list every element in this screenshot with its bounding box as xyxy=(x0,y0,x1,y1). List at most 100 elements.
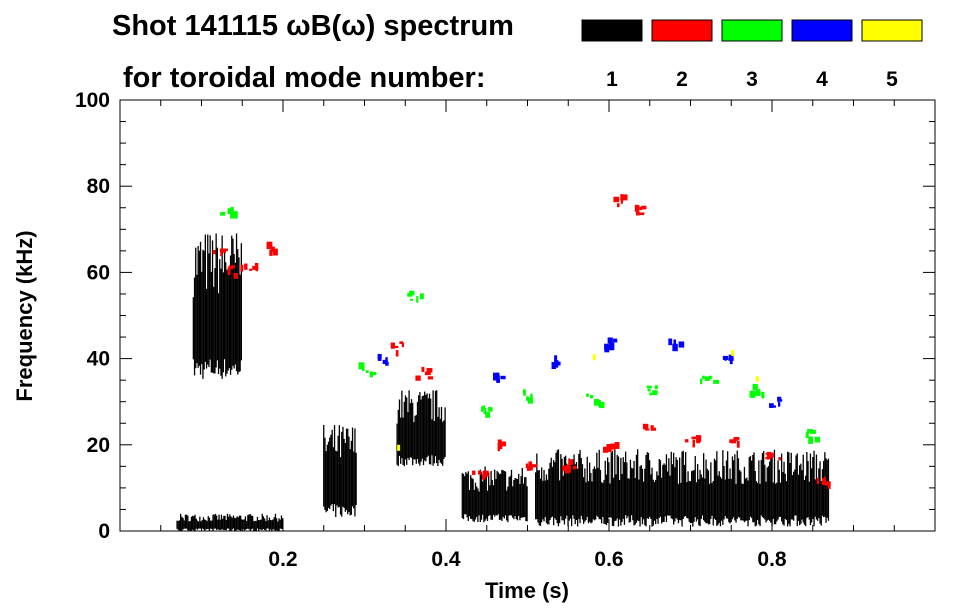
legend-label-1: 1 xyxy=(606,68,618,91)
mode-3-point xyxy=(232,211,238,219)
mode-2-point xyxy=(482,471,489,474)
mode-2-point xyxy=(572,465,577,470)
mode-2-point xyxy=(816,477,819,485)
mode-3-point xyxy=(810,430,816,434)
x-tick-label-0.4: 0.4 xyxy=(431,548,461,571)
mode-4-point xyxy=(668,338,673,346)
mode-2-point xyxy=(249,268,253,271)
mode-2-point xyxy=(644,428,650,431)
legend-swatch-1 xyxy=(581,19,643,42)
chart-subtitle: for toroidal mode number: xyxy=(123,62,486,94)
mode-3-point xyxy=(646,385,652,389)
mode-2-point xyxy=(639,206,643,210)
mode-2-point xyxy=(531,464,538,468)
mode-5-point xyxy=(731,349,735,356)
mode-4-point xyxy=(604,344,610,353)
mode-4-point xyxy=(678,341,685,348)
mode-2-point xyxy=(481,474,486,480)
mode-4-point xyxy=(777,396,782,402)
mode-2-point xyxy=(613,196,620,203)
mode-2-point xyxy=(566,464,571,473)
mode-4-point xyxy=(492,372,497,381)
mode-2-point xyxy=(415,375,421,381)
mode-2-point xyxy=(269,250,272,256)
mode-3-point xyxy=(708,375,712,380)
mode-2-point xyxy=(399,341,404,344)
mode-2-point xyxy=(497,443,501,452)
mode-2-point xyxy=(244,263,248,270)
series-mode-5 xyxy=(397,349,759,451)
mode-3-point xyxy=(649,392,653,396)
mode-3-point xyxy=(652,390,658,396)
y-tick-label-80: 80 xyxy=(87,175,110,198)
mode-2-point xyxy=(765,452,770,455)
mode-3-point xyxy=(481,405,485,410)
legend-label-2: 2 xyxy=(676,68,688,91)
mode-3-point xyxy=(481,406,484,412)
mode-2-point xyxy=(641,205,647,210)
mode-2-point xyxy=(736,440,740,448)
mode-3-point xyxy=(700,378,703,385)
mode-3-point xyxy=(755,389,761,396)
mode-2-point xyxy=(497,439,502,447)
mode-5-point xyxy=(755,375,759,382)
mode-2-point xyxy=(424,371,431,376)
mode-3-point xyxy=(752,383,758,391)
mode-3-point xyxy=(599,401,605,409)
series-mode-4 xyxy=(377,337,783,408)
mode-3-point xyxy=(713,379,720,384)
mode-2-point xyxy=(527,465,533,471)
mode-2-point xyxy=(731,439,737,444)
mode-3-point xyxy=(704,376,710,381)
mode-2-point xyxy=(620,198,623,204)
y-axis-label: Frequency (kHz) xyxy=(12,230,37,401)
mode-2-point xyxy=(827,484,831,489)
mode-4-point xyxy=(608,342,615,351)
mode-2-point xyxy=(401,342,404,348)
mode-4-point xyxy=(385,357,388,361)
mode-2-point xyxy=(272,248,278,256)
y-axis: 0 20 40 60 80 100 xyxy=(75,89,935,543)
series-mode-3 xyxy=(220,206,820,444)
mode-2-point xyxy=(426,368,433,373)
mode-3-point xyxy=(522,390,526,394)
mode-4-point xyxy=(496,375,500,383)
mode-3-point xyxy=(416,296,419,303)
series-mode-2 xyxy=(212,194,831,489)
mode-2-point xyxy=(634,204,640,212)
x-axis-label: Time (s) xyxy=(485,578,569,603)
mode-2-point xyxy=(650,427,657,431)
mode-3-point xyxy=(358,362,365,370)
mode-2-point xyxy=(729,439,734,443)
legend-swatch-4 xyxy=(791,19,853,42)
mode-2-point xyxy=(233,272,238,279)
mode-4-point xyxy=(722,355,729,360)
legend-label-5: 5 xyxy=(886,68,898,91)
x-tick-label-0.2: 0.2 xyxy=(268,548,297,571)
mode-2-point xyxy=(212,250,216,255)
mode-2-point xyxy=(255,266,258,272)
mode-2-point xyxy=(390,342,395,349)
mode-2-point xyxy=(606,444,612,452)
mode-2-point xyxy=(252,265,257,270)
mode-2-point xyxy=(823,476,826,485)
mode-2-point xyxy=(616,203,620,208)
mode-3-point xyxy=(220,212,226,216)
mode-2-point xyxy=(695,435,702,442)
mode-4-point xyxy=(607,337,613,344)
mode-3-point xyxy=(230,212,233,219)
mode-2-point xyxy=(765,457,770,460)
mode-3-point xyxy=(227,208,233,214)
mode-2-point xyxy=(766,451,772,460)
mode-3-point xyxy=(230,206,234,214)
mode-5-point xyxy=(397,444,401,451)
mode-2-point xyxy=(778,457,782,461)
mode-3-point xyxy=(808,436,813,444)
chart-title: Shot 141115 ωB(ω) spectrum xyxy=(112,10,514,42)
mode-2-point xyxy=(650,425,654,430)
mode-3-point xyxy=(749,390,756,398)
mode-3-point xyxy=(409,290,415,296)
mode-4-point xyxy=(554,355,558,362)
legend-swatch-2 xyxy=(651,19,713,42)
